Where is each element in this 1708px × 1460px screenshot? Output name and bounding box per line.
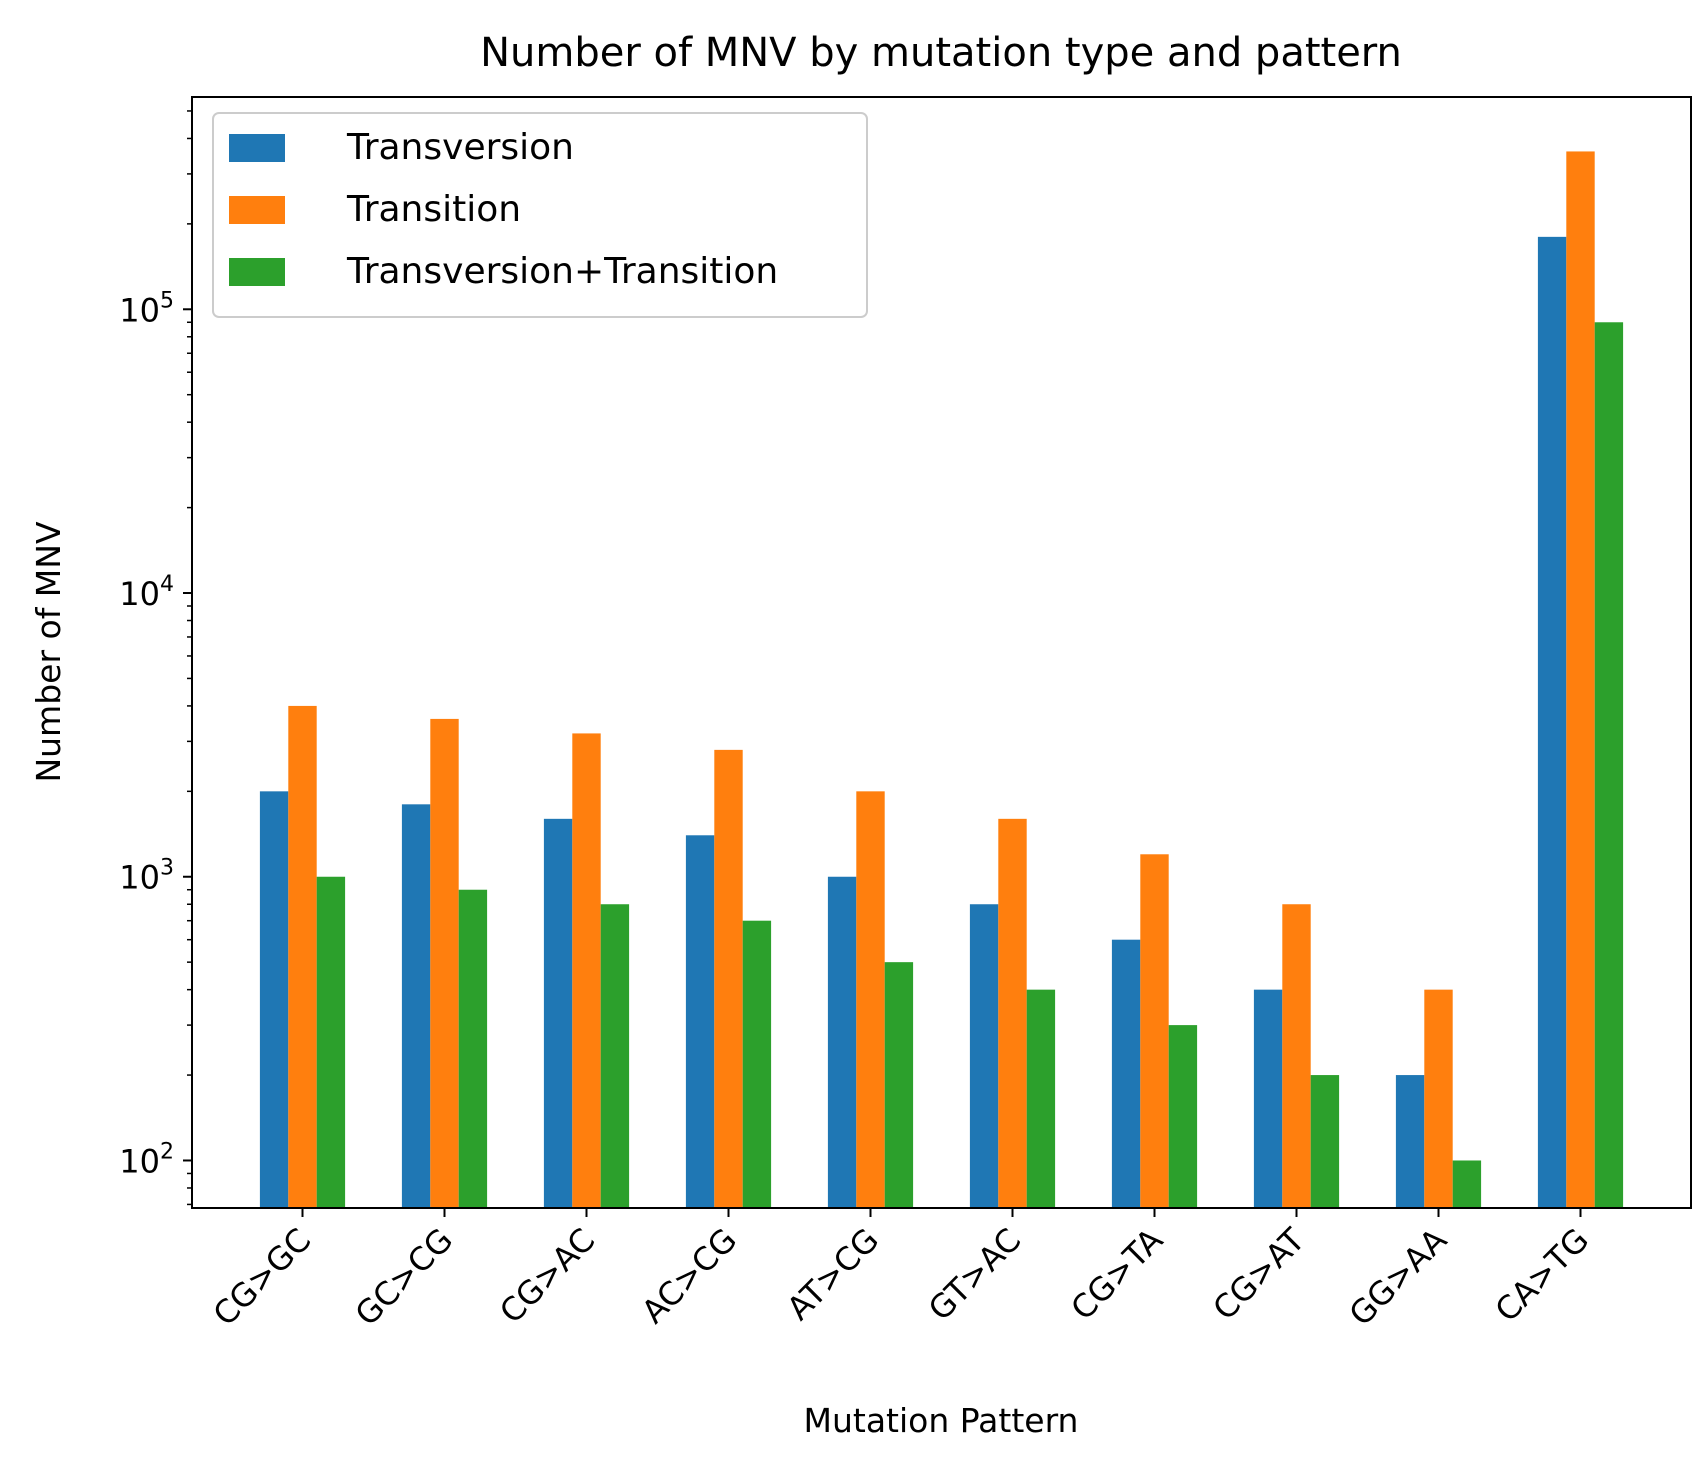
x-tick-label-0: CG>GC [206, 1221, 318, 1333]
bar-2-4 [884, 962, 914, 1208]
bar-0-0 [259, 791, 289, 1208]
bar-1-1 [430, 718, 459, 1208]
bar-2-6 [1168, 1025, 1198, 1208]
bar-1-0 [288, 705, 317, 1208]
x-tick-label-1: GC>CG [348, 1221, 460, 1333]
x-tick-label-2: CG>AC [492, 1221, 602, 1331]
bar-0-4 [827, 876, 857, 1208]
plot-frame [191, 96, 1692, 1209]
legend: Transversion Transition Transversion+Trans… [212, 112, 868, 318]
x-tick-label-6: CG>TA [1063, 1221, 1170, 1328]
x-tick-label-4: AT>CG [779, 1221, 886, 1328]
x-tick-label-7: CG>AT [1205, 1220, 1312, 1327]
bar-1-3 [714, 749, 743, 1208]
x-axis-ticks: CG>GC GC>CG CG>AC AC>CG AT>CG GT>AC CG>TA CG>AT… [206, 1208, 1596, 1333]
legend-swatch-0 [229, 134, 285, 162]
legend-swatch-1 [229, 196, 285, 224]
bar-0-5 [969, 904, 999, 1208]
legend-label-1: Transition [346, 189, 521, 230]
y-tick-label-3: 105 [119, 288, 174, 329]
y-axis-label: Number of MNV [29, 521, 68, 783]
x-tick-label-5: GT>AC [921, 1221, 1028, 1328]
y-axis-ticks: 102 103 104 105 [119, 110, 192, 1206]
legend-label-2: Transversion+Transition [346, 251, 778, 292]
bar-1-7 [1282, 904, 1311, 1208]
bars-layer [259, 151, 1624, 1209]
bar-2-8 [1452, 1160, 1482, 1208]
bar-1-8 [1424, 989, 1453, 1208]
bar-1-6 [1140, 854, 1169, 1208]
bar-0-9 [1537, 236, 1567, 1208]
bar-0-7 [1253, 989, 1283, 1208]
x-tick-label-8: GG>AA [1342, 1221, 1455, 1334]
bar-2-2 [600, 904, 630, 1208]
bar-0-8 [1395, 1075, 1425, 1208]
bar-1-5 [998, 818, 1027, 1208]
y-tick-label-1: 103 [119, 856, 174, 897]
bar-1-9 [1566, 151, 1595, 1209]
chart-title: Number of MNV by mutation type and patte… [480, 30, 1402, 76]
bar-0-3 [685, 835, 715, 1208]
bar-2-1 [458, 889, 488, 1208]
bar-2-3 [742, 920, 772, 1208]
bar-1-4 [856, 791, 885, 1208]
y-tick-label-2: 104 [119, 572, 174, 613]
x-tick-label-9: CA>TG [1488, 1221, 1596, 1329]
x-axis-label: Mutation Pattern [804, 1401, 1079, 1440]
y-tick-label-0: 102 [119, 1139, 174, 1180]
bar-0-6 [1111, 939, 1141, 1208]
legend-swatch-2 [229, 258, 285, 286]
legend-box [212, 112, 868, 318]
legend-label-0: Transversion [346, 127, 574, 168]
bar-2-7 [1310, 1075, 1340, 1208]
bar-1-2 [572, 733, 601, 1208]
x-tick-label-3: AC>CG [634, 1221, 744, 1331]
bar-0-2 [543, 818, 573, 1208]
bar-2-9 [1594, 322, 1624, 1208]
bar-2-5 [1026, 989, 1056, 1208]
bar-0-1 [401, 804, 431, 1208]
bar-2-0 [316, 876, 346, 1208]
